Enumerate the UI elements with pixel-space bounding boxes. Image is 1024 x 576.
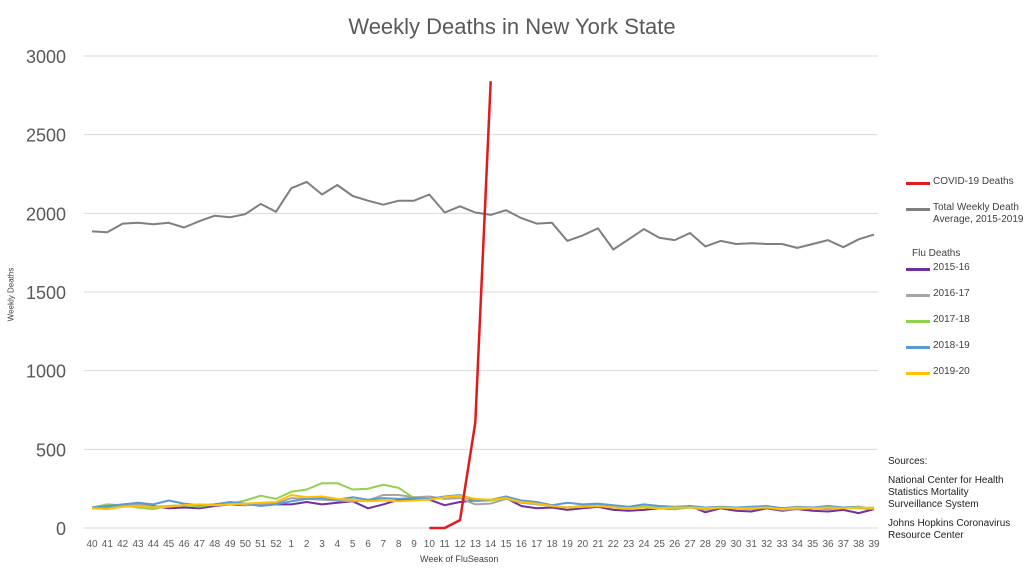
legend-item-2016-17: 2016-17 <box>906 288 1024 300</box>
legend-label: 2015-16 <box>933 262 970 273</box>
x-tick-label: 18 <box>546 539 558 550</box>
x-tick-label: 25 <box>654 539 666 550</box>
x-tick-label: 51 <box>255 539 267 550</box>
y-tick-label: 2500 <box>26 126 66 146</box>
x-tick-label: 22 <box>608 539 620 550</box>
series-lines <box>91 81 875 530</box>
series-line-2019-20 <box>91 494 875 511</box>
legend-label: 2019-20 <box>933 366 970 377</box>
x-tick-label: 12 <box>454 539 466 550</box>
x-tick-label: 26 <box>669 539 681 550</box>
x-tick-label: 48 <box>209 539 221 550</box>
x-tick-label: 29 <box>715 539 727 550</box>
legend-swatch <box>906 208 930 211</box>
x-tick-label: 50 <box>240 539 252 550</box>
x-tick-label: 31 <box>746 539 758 550</box>
x-tick-label: 10 <box>424 539 436 550</box>
x-tick-label: 20 <box>577 539 589 550</box>
gridlines <box>84 55 878 529</box>
source-line: National Center for Health Statistics Mo… <box>888 475 1004 510</box>
legend-item-total: Total Weekly Death Average, 2015-2019 <box>906 202 1024 226</box>
legend-swatch <box>906 372 930 375</box>
y-tick-label: 0 <box>56 519 66 539</box>
y-tick-label: 3000 <box>26 47 66 67</box>
x-tick-label: 7 <box>381 539 387 550</box>
x-tick-label: 49 <box>224 539 236 550</box>
x-tick-label: 24 <box>638 539 650 550</box>
x-tick-label: 3 <box>319 539 325 550</box>
x-tick-label: 27 <box>684 539 696 550</box>
x-tick-labels: 40 41 42 43 44 45 46 47 48 49 50 51 52 1 2 3 4 5 6 7 8 9 10 11 1… <box>86 539 880 550</box>
x-tick-label: 42 <box>117 539 129 550</box>
x-tick-label: 9 <box>411 539 417 550</box>
legend-item-2018-19: 2018-19 <box>906 340 1024 352</box>
x-tick-label: 37 <box>838 539 850 550</box>
legend-swatch <box>906 346 930 349</box>
x-tick-label: 13 <box>470 539 482 550</box>
x-tick-label: 38 <box>853 539 865 550</box>
legend-label: COVID-19 Deaths <box>933 176 1014 187</box>
x-tick-label: 1 <box>289 539 295 550</box>
source-line: Johns Hopkins Coronavirus Resource Cente… <box>888 518 1011 541</box>
chart-title: Weekly Deaths in New York State <box>348 14 676 39</box>
x-tick-label: 47 <box>194 539 206 550</box>
legend-swatch <box>906 320 930 323</box>
x-tick-label: 43 <box>132 539 144 550</box>
legend-swatch <box>906 182 930 185</box>
x-tick-label: 5 <box>350 539 356 550</box>
x-tick-label: 35 <box>807 539 819 550</box>
x-tick-label: 14 <box>485 539 497 550</box>
x-tick-label: 19 <box>562 539 574 550</box>
x-tick-label: 8 <box>396 539 402 550</box>
series-line-total-weekly-death-average-2015-2019 <box>91 180 875 251</box>
y-tick-label: 1500 <box>26 283 66 303</box>
x-tick-label: 17 <box>531 539 543 550</box>
x-tick-label: 44 <box>148 539 160 550</box>
legend-label: 2017-18 <box>933 314 970 325</box>
x-tick-label: 30 <box>730 539 742 550</box>
x-tick-label: 33 <box>776 539 788 550</box>
x-tick-label: 34 <box>792 539 804 550</box>
x-tick-label: 45 <box>163 539 175 550</box>
x-tick-label: 32 <box>761 539 773 550</box>
legend-item-2017-18: 2017-18 <box>906 314 1024 326</box>
x-tick-label: 11 <box>439 539 450 550</box>
legend-label: Total Weekly Death Average, 2015-2019 <box>933 202 1024 225</box>
x-tick-label: 15 <box>500 539 512 550</box>
sources-heading: Sources: <box>888 456 928 467</box>
x-tick-label: 21 <box>592 539 604 550</box>
y-tick-label: 500 <box>36 440 66 460</box>
legend-label: 2018-19 <box>933 340 970 351</box>
legend-swatch <box>906 268 930 271</box>
x-tick-label: 16 <box>516 539 528 550</box>
y-tick-labels: 0 500 1000 1500 2000 2500 3000 <box>26 47 66 539</box>
legend-item-covid: COVID-19 Deaths <box>906 176 1024 188</box>
y-axis-label: Weekly Deaths <box>6 267 16 322</box>
x-tick-label: 28 <box>700 539 712 550</box>
x-tick-label: 40 <box>86 539 98 550</box>
legend-item-2019-20: 2019-20 <box>906 366 1024 378</box>
legend-item-2015-16: 2015-16 <box>906 262 1024 274</box>
series-line-covid-19-deaths <box>429 81 492 530</box>
y-tick-label: 2000 <box>26 204 66 224</box>
x-tick-label: 39 <box>868 539 880 550</box>
y-tick-label: 1000 <box>26 362 66 382</box>
x-tick-label: 41 <box>102 539 114 550</box>
x-tick-label: 36 <box>822 539 834 550</box>
x-tick-label: 2 <box>304 539 310 550</box>
legend-label: 2016-17 <box>933 288 970 299</box>
x-tick-label: 52 <box>270 539 282 550</box>
legend-heading: Flu Deaths <box>912 248 961 259</box>
x-tick-label: 4 <box>335 539 341 550</box>
x-tick-label: 23 <box>623 539 635 550</box>
x-tick-label: 6 <box>365 539 371 550</box>
x-axis-label: Week of FluSeason <box>420 554 499 564</box>
x-tick-label: 46 <box>178 539 190 550</box>
legend-swatch <box>906 294 930 297</box>
sources-note: Sources: National Center for Health Stat… <box>888 456 1024 549</box>
